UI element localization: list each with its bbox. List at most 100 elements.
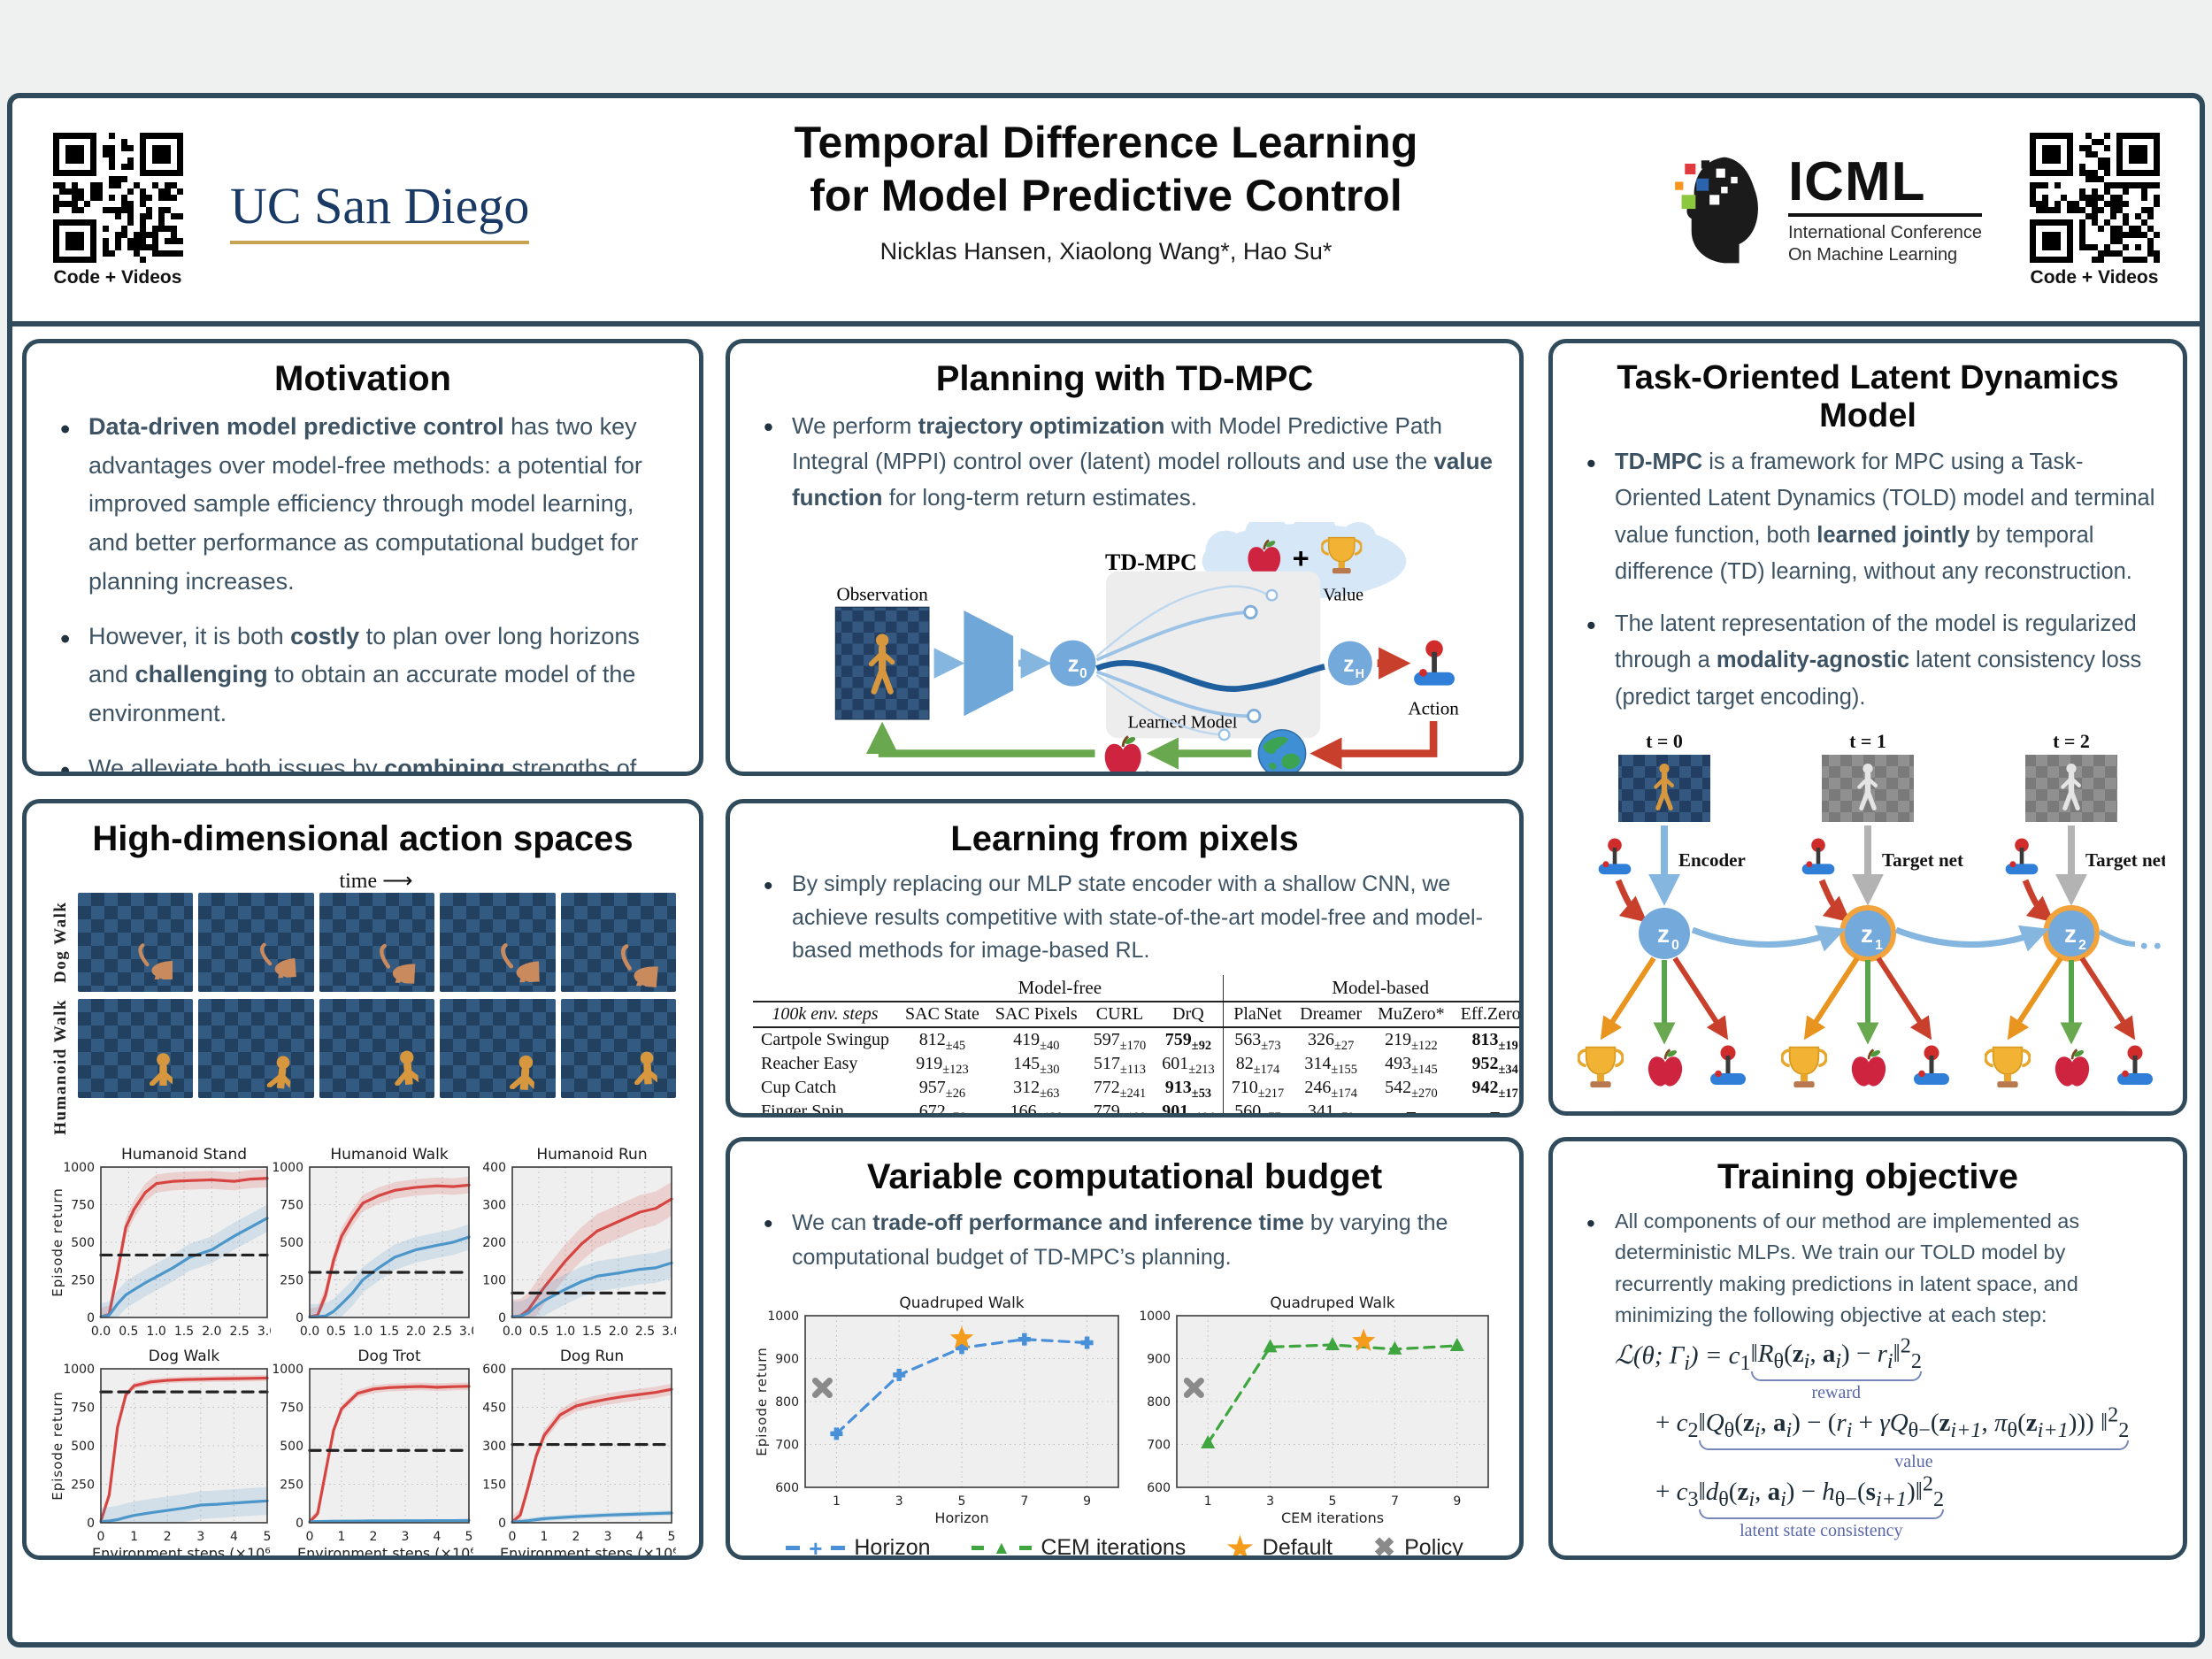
obs-image-t0 [1618, 755, 1710, 823]
action-inputs [1598, 838, 2055, 923]
svg-text:1: 1 [541, 1530, 549, 1544]
svg-text:0: 0 [306, 1530, 314, 1544]
z1-node: z 1 [1839, 905, 1896, 963]
panel-highdim-title: High-dimensional action spaces [92, 819, 634, 858]
svg-text:3: 3 [196, 1530, 204, 1544]
svg-text:3: 3 [1266, 1494, 1274, 1509]
svg-text:+: + [1293, 541, 1310, 574]
humanoid-frame [560, 999, 677, 1098]
svg-text:0: 0 [97, 1530, 105, 1544]
chart-dog-walk: 0 1 2 3 4 5 0 250 500 750 1000 Dog Walk Environment … [50, 1348, 271, 1560]
svg-text:1.5: 1.5 [174, 1325, 194, 1339]
svg-text:400: 400 [483, 1161, 507, 1175]
svg-text:1.5: 1.5 [582, 1325, 602, 1339]
svg-text:750: 750 [280, 1198, 304, 1212]
svg-text:2: 2 [164, 1530, 172, 1544]
svg-text:0.0: 0.0 [91, 1325, 111, 1339]
svg-text:Action: Action [1408, 697, 1459, 718]
svg-text:z: z [1343, 652, 1355, 677]
svg-text:4: 4 [230, 1530, 238, 1544]
chart-dog-trot: 0 1 2 3 4 5 0 250 500 750 1000 Dog Trot Environment … [273, 1348, 473, 1560]
time-arrow-label: time ⟶ [339, 870, 413, 893]
svg-text:500: 500 [280, 1440, 304, 1454]
svg-text:Value: Value [1323, 585, 1363, 604]
svg-text:1.0: 1.0 [556, 1325, 575, 1339]
svg-text:3: 3 [895, 1494, 903, 1509]
svg-text:600: 600 [1147, 1481, 1171, 1495]
row-label-humanoid-walk: Humanoid Walk [51, 999, 70, 1135]
svg-text:750: 750 [71, 1198, 95, 1212]
svg-text:Episode return: Episode return [754, 1347, 770, 1456]
svg-text:Humanoid Run: Humanoid Run [537, 1146, 648, 1164]
td-mpc-label: TD-MPC [1105, 549, 1197, 575]
obs-image-t2 [2025, 755, 2117, 823]
poster-header: Code + Videos UC San Diego Temporal Diff… [12, 98, 2200, 326]
svg-text:3.0: 3.0 [662, 1325, 676, 1339]
svg-text:900: 900 [775, 1352, 799, 1366]
svg-text:700: 700 [1147, 1438, 1171, 1452]
svg-text:Environment steps (×10⁶): Environment steps (×10⁶) [297, 1545, 473, 1560]
bullet-item: By simply replacing our MLP state encode… [762, 866, 1494, 968]
svg-text:Environment steps (×10⁶): Environment steps (×10⁶) [92, 1545, 271, 1560]
encoder-trapezoid [964, 610, 1014, 717]
svg-text:250: 250 [280, 1478, 304, 1492]
svg-text:2: 2 [572, 1530, 580, 1544]
svg-text:1.0: 1.0 [353, 1325, 373, 1339]
svg-text:0.5: 0.5 [326, 1325, 346, 1339]
svg-text:0.0: 0.0 [503, 1325, 522, 1339]
svg-text:2.0: 2.0 [609, 1325, 628, 1339]
svg-text:Humanoid Stand: Humanoid Stand [121, 1146, 247, 1164]
svg-text:0.0: 0.0 [300, 1325, 319, 1339]
svg-text:1000: 1000 [273, 1161, 304, 1175]
svg-text:600: 600 [483, 1363, 507, 1377]
svg-text:t = 0: t = 0 [1646, 732, 1683, 752]
svg-text:7: 7 [1020, 1494, 1028, 1509]
z2-node: z 2 [2043, 905, 2100, 963]
svg-text:250: 250 [71, 1478, 95, 1492]
svg-text:5: 5 [465, 1530, 473, 1544]
qr-label-right: Code + Videos [2030, 267, 2159, 288]
svg-text:Encoder: Encoder [1678, 849, 1746, 871]
svg-text:1: 1 [1204, 1494, 1212, 1509]
told-bullets: TD-MPC is a framework for MPC using a Ta… [1576, 442, 2160, 716]
svg-text:Dog Run: Dog Run [560, 1348, 624, 1365]
budget-bullets: We can trade-off performance and inferen… [753, 1204, 1496, 1275]
planning-bullets: We perform trajectory optimization with … [753, 406, 1496, 515]
icml-head-icon [1675, 157, 1758, 264]
svg-text:5: 5 [1329, 1494, 1337, 1509]
dog-frame [198, 893, 314, 992]
svg-text:Quadruped Walk: Quadruped Walk [1270, 1294, 1394, 1312]
svg-text:1: 1 [338, 1530, 346, 1544]
told-diagram: t = 0 t = 1 t = 2 Encoder Target net Tar… [1578, 732, 2165, 1111]
svg-text:2: 2 [2078, 938, 2086, 953]
joystick-icon [1414, 640, 1455, 686]
svg-text:CEM iterations: CEM iterations [1281, 1509, 1384, 1526]
svg-text:Quadruped Walk: Quadruped Walk [899, 1294, 1024, 1312]
table-row: Finger Spin 672±76 166±128 779±108 901±104 56… [753, 1099, 1519, 1113]
bullet-item: All components of our method are impleme… [1585, 1204, 2158, 1331]
ucsd-gold-rule [230, 240, 530, 244]
svg-text:300: 300 [483, 1198, 507, 1212]
dog-frame [440, 893, 556, 992]
svg-text:450: 450 [483, 1401, 507, 1415]
svg-text:2.5: 2.5 [635, 1325, 655, 1339]
qr-code-left-icon [53, 133, 183, 263]
training-objective-formula: ℒ(θ; Γi) = c1 ‖Rθ(zi, ai) − ri‖22 reward … [1615, 1333, 2130, 1540]
svg-text:0: 0 [498, 1311, 506, 1325]
observation-image [834, 606, 930, 720]
budget-charts-row: 1 3 5 7 9 600 700 800 900 1000 Quadruped Walk Horiz… [753, 1291, 1496, 1532]
obs-image-t1 [1822, 755, 1914, 823]
svg-text:z: z [1657, 920, 1670, 948]
humanoid-walk-frames: Humanoid Walk [50, 999, 677, 1135]
svg-text:500: 500 [71, 1236, 95, 1250]
prediction-arrows [1600, 956, 2136, 1045]
table-row: Cup Catch 957±26 312±63 772±241 913±53 710±21… [753, 1075, 1519, 1100]
svg-text:0: 0 [498, 1517, 506, 1531]
panel-budget: Variable computational budget We can tra… [726, 1137, 1524, 1560]
svg-text:Observation: Observation [836, 583, 928, 604]
dog-walk-frames: Dog Walk [50, 893, 677, 992]
dog-frame [319, 893, 435, 992]
svg-text:2.5: 2.5 [230, 1325, 250, 1339]
